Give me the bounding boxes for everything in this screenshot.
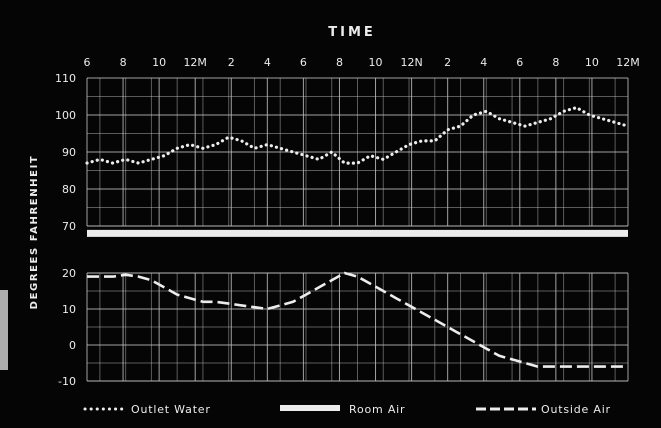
x-tick-label: 10	[369, 56, 383, 69]
x-tick-label: 10	[152, 56, 166, 69]
x-axis-ticks: 6 8 10 12M 2 4 6 8 10 12N 2 4 6 8 10 12M	[84, 56, 640, 69]
y-tick-label-lower: 0	[69, 339, 76, 352]
y-tick-label-lower: -10	[58, 375, 76, 388]
x-tick-label: 6	[516, 56, 523, 69]
legend-room-air-label: Room Air	[349, 403, 405, 416]
legend-outlet-water-label: Outlet Water	[131, 403, 211, 416]
y-tick-label-lower: 10	[62, 303, 76, 316]
edge-artifact	[0, 290, 8, 370]
x-tick-label: 8	[120, 56, 127, 69]
y-tick-label-upper: 80	[62, 183, 76, 196]
y-tick-label-upper: 70	[62, 220, 76, 233]
x-tick-label: 8	[552, 56, 559, 69]
chart-title: TIME	[328, 25, 376, 40]
x-tick-label: 10	[585, 56, 599, 69]
outlet-water-series	[85, 105, 630, 165]
series-layer	[85, 105, 630, 368]
legend-outside-air-label: Outside Air	[541, 403, 611, 416]
x-tick-label: 4	[264, 56, 271, 69]
outside-air-series	[87, 271, 628, 368]
x-tick-label: 12N	[400, 56, 422, 69]
x-tick-label: 12M	[616, 56, 640, 69]
y-tick-label-upper: 90	[62, 146, 76, 159]
y-tick-label-upper: 100	[55, 109, 76, 122]
x-tick-label: 2	[444, 56, 451, 69]
x-tick-label: 4	[480, 56, 487, 69]
x-tick-label: 12M	[183, 56, 207, 69]
x-tick-label: 6	[84, 56, 91, 69]
x-tick-label: 8	[336, 56, 343, 69]
y-tick-label-lower: 20	[62, 267, 76, 280]
gridlines	[86, 77, 629, 382]
x-tick-label: 6	[300, 56, 307, 69]
x-tick-label: 2	[228, 56, 235, 69]
y-axis-label: DEGREES FAHRENHEIT	[29, 155, 40, 310]
y-tick-label-upper: 110	[55, 72, 76, 85]
legend: Outlet Water Room Air Outside Air	[83, 403, 611, 416]
